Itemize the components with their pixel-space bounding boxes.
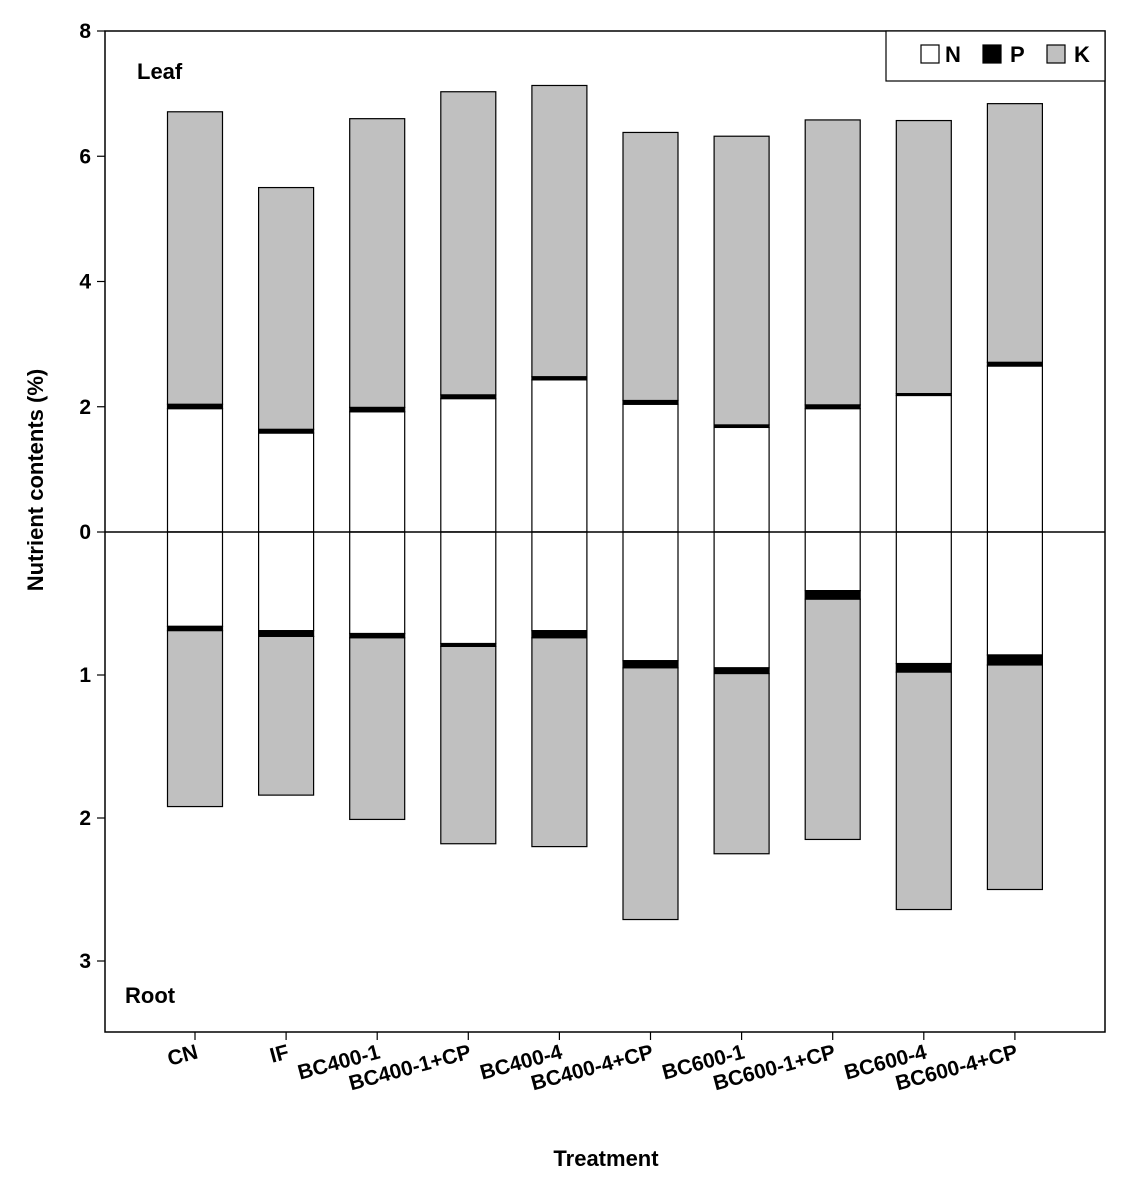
legend-label-k: K [1074,42,1090,67]
bar-leaf-n-if [258,432,315,533]
bar-leaf-n-bc600-4-cp [986,365,1044,533]
y-tick-label-root-1: 1 [79,664,91,687]
bar-root-p-bc600-4 [895,662,952,673]
bar-root-n-cn [166,531,224,627]
legend-swatch-n [920,44,940,64]
bar-root-p-bc600-1 [713,667,770,675]
bar-root-k-bc400-1 [349,637,406,821]
bar-leaf-k-bc600-4 [895,119,952,395]
bar-root-k-if [258,635,315,796]
x-tick-label-cn: CN [165,1041,200,1071]
legend-swatch-p [982,44,1002,64]
bar-leaf-p-bc400-1 [349,406,406,413]
bar-leaf-k-bc400-1-cp [440,91,497,396]
bar-root-n-bc600-1-cp [804,531,861,592]
bar-root-p-if [258,630,315,637]
bar-root-k-bc400-4 [531,637,588,848]
bar-leaf-k-cn [166,111,224,405]
y-tick-label-leaf-8: 8 [79,20,91,43]
legend-label-n: N [945,42,961,67]
bar-leaf-k-if [258,186,315,430]
bar-root-n-bc600-1 [713,531,770,669]
panel-label-root: Root [125,983,176,1008]
bar-leaf-n-bc400-4 [531,379,588,533]
bar-leaf-k-bc600-1 [713,135,770,426]
bar-root-p-bc400-4-cp [622,660,679,669]
bar-root-p-bc600-4-cp [986,654,1044,666]
bar-leaf-p-cn [166,403,224,410]
bar-root-p-bc400-1 [349,632,406,639]
legend-swatch-k [1046,44,1066,64]
bar-leaf-k-bc600-4-cp [986,103,1044,363]
x-axis-title: Treatment [553,1146,659,1171]
legend: N P K [885,30,1106,82]
bar-root-k-bc400-4-cp [622,667,679,921]
bar-root-k-bc600-1 [713,672,770,855]
bar-leaf-n-cn [166,408,224,533]
bar-leaf-n-bc600-1 [713,426,770,533]
bar-leaf-k-bc400-1 [349,118,406,408]
bar-root-p-bc600-1-cp [804,590,861,600]
bar-leaf-n-bc400-4-cp [622,403,679,533]
y-tick-label-leaf-2: 2 [79,396,91,419]
bar-root-n-bc400-1-cp [440,531,497,645]
bar-root-n-bc600-4-cp [986,531,1044,656]
bar-root-n-bc400-4 [531,531,588,632]
y-tick-label-root-3: 3 [79,950,91,973]
y-tick-label-root-2: 2 [79,807,91,830]
bar-root-n-if [258,531,315,632]
bar-root-k-bc600-4 [895,671,952,911]
y-axis-title: Nutrient contents (%) [23,369,48,591]
bar-leaf-n-bc400-1-cp [440,398,497,533]
bar-root-k-bc600-1-cp [804,598,861,841]
bar-leaf-k-bc600-1-cp [804,119,861,406]
panel-label-leaf: Leaf [137,59,183,84]
bar-root-n-bc600-4 [895,531,952,665]
bar-root-n-bc400-4-cp [622,531,679,662]
bar-leaf-k-bc400-4 [531,84,588,378]
bar-leaf-k-bc400-4-cp [622,131,679,402]
bar-root-k-bc600-4-cp [986,664,1044,891]
bar-root-n-bc400-1 [349,531,406,635]
bar-root-k-bc400-1-cp [440,645,497,845]
bars-layer [166,84,1044,921]
bar-root-p-cn [166,625,224,632]
bar-leaf-n-bc600-4 [895,394,952,533]
bar-root-k-cn [166,630,224,808]
y-tick-label-leaf-0: 0 [79,521,91,544]
x-tick-label-if: IF [267,1041,291,1068]
y-tick-label-leaf-6: 6 [79,145,91,168]
bar-leaf-n-bc400-1 [349,411,406,533]
y-tick-label-leaf-4: 4 [79,271,91,294]
bar-root-p-bc400-4 [531,630,588,639]
bar-leaf-n-bc600-1-cp [804,408,861,533]
legend-label-p: P [1010,42,1025,67]
